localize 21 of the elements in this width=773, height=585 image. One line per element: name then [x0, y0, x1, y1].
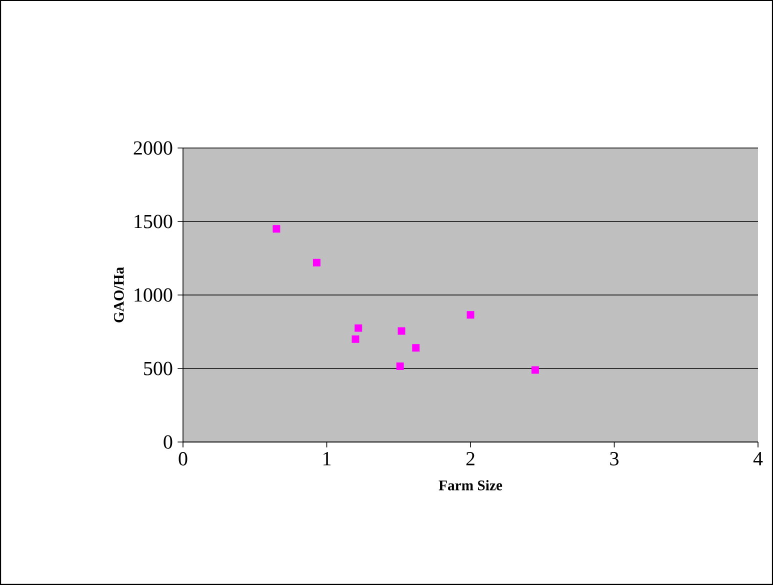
y-tick-label: 1000: [134, 288, 172, 302]
point: [396, 362, 404, 370]
x-tick-label: 4: [753, 452, 763, 466]
point: [466, 311, 474, 319]
point: [312, 258, 320, 266]
y-tick-label: 500: [144, 362, 172, 376]
point: [272, 225, 280, 233]
point: [352, 335, 360, 343]
x-tick-label: 2: [466, 452, 474, 466]
point: [398, 327, 406, 335]
y-tick-label: 0: [164, 435, 172, 449]
x-tick-label: 0: [178, 452, 188, 466]
point: [354, 324, 362, 332]
y-tick-label: 1500: [134, 214, 172, 228]
y-axis-title: GAO/Ha: [114, 267, 124, 322]
point: [531, 366, 539, 374]
x-tick-label: 1: [324, 452, 331, 466]
x-tick-label: 3: [610, 452, 618, 466]
point: [412, 344, 420, 352]
y-tick-label: 2000: [134, 141, 172, 155]
x-axis-title: Farm Size: [438, 480, 502, 490]
